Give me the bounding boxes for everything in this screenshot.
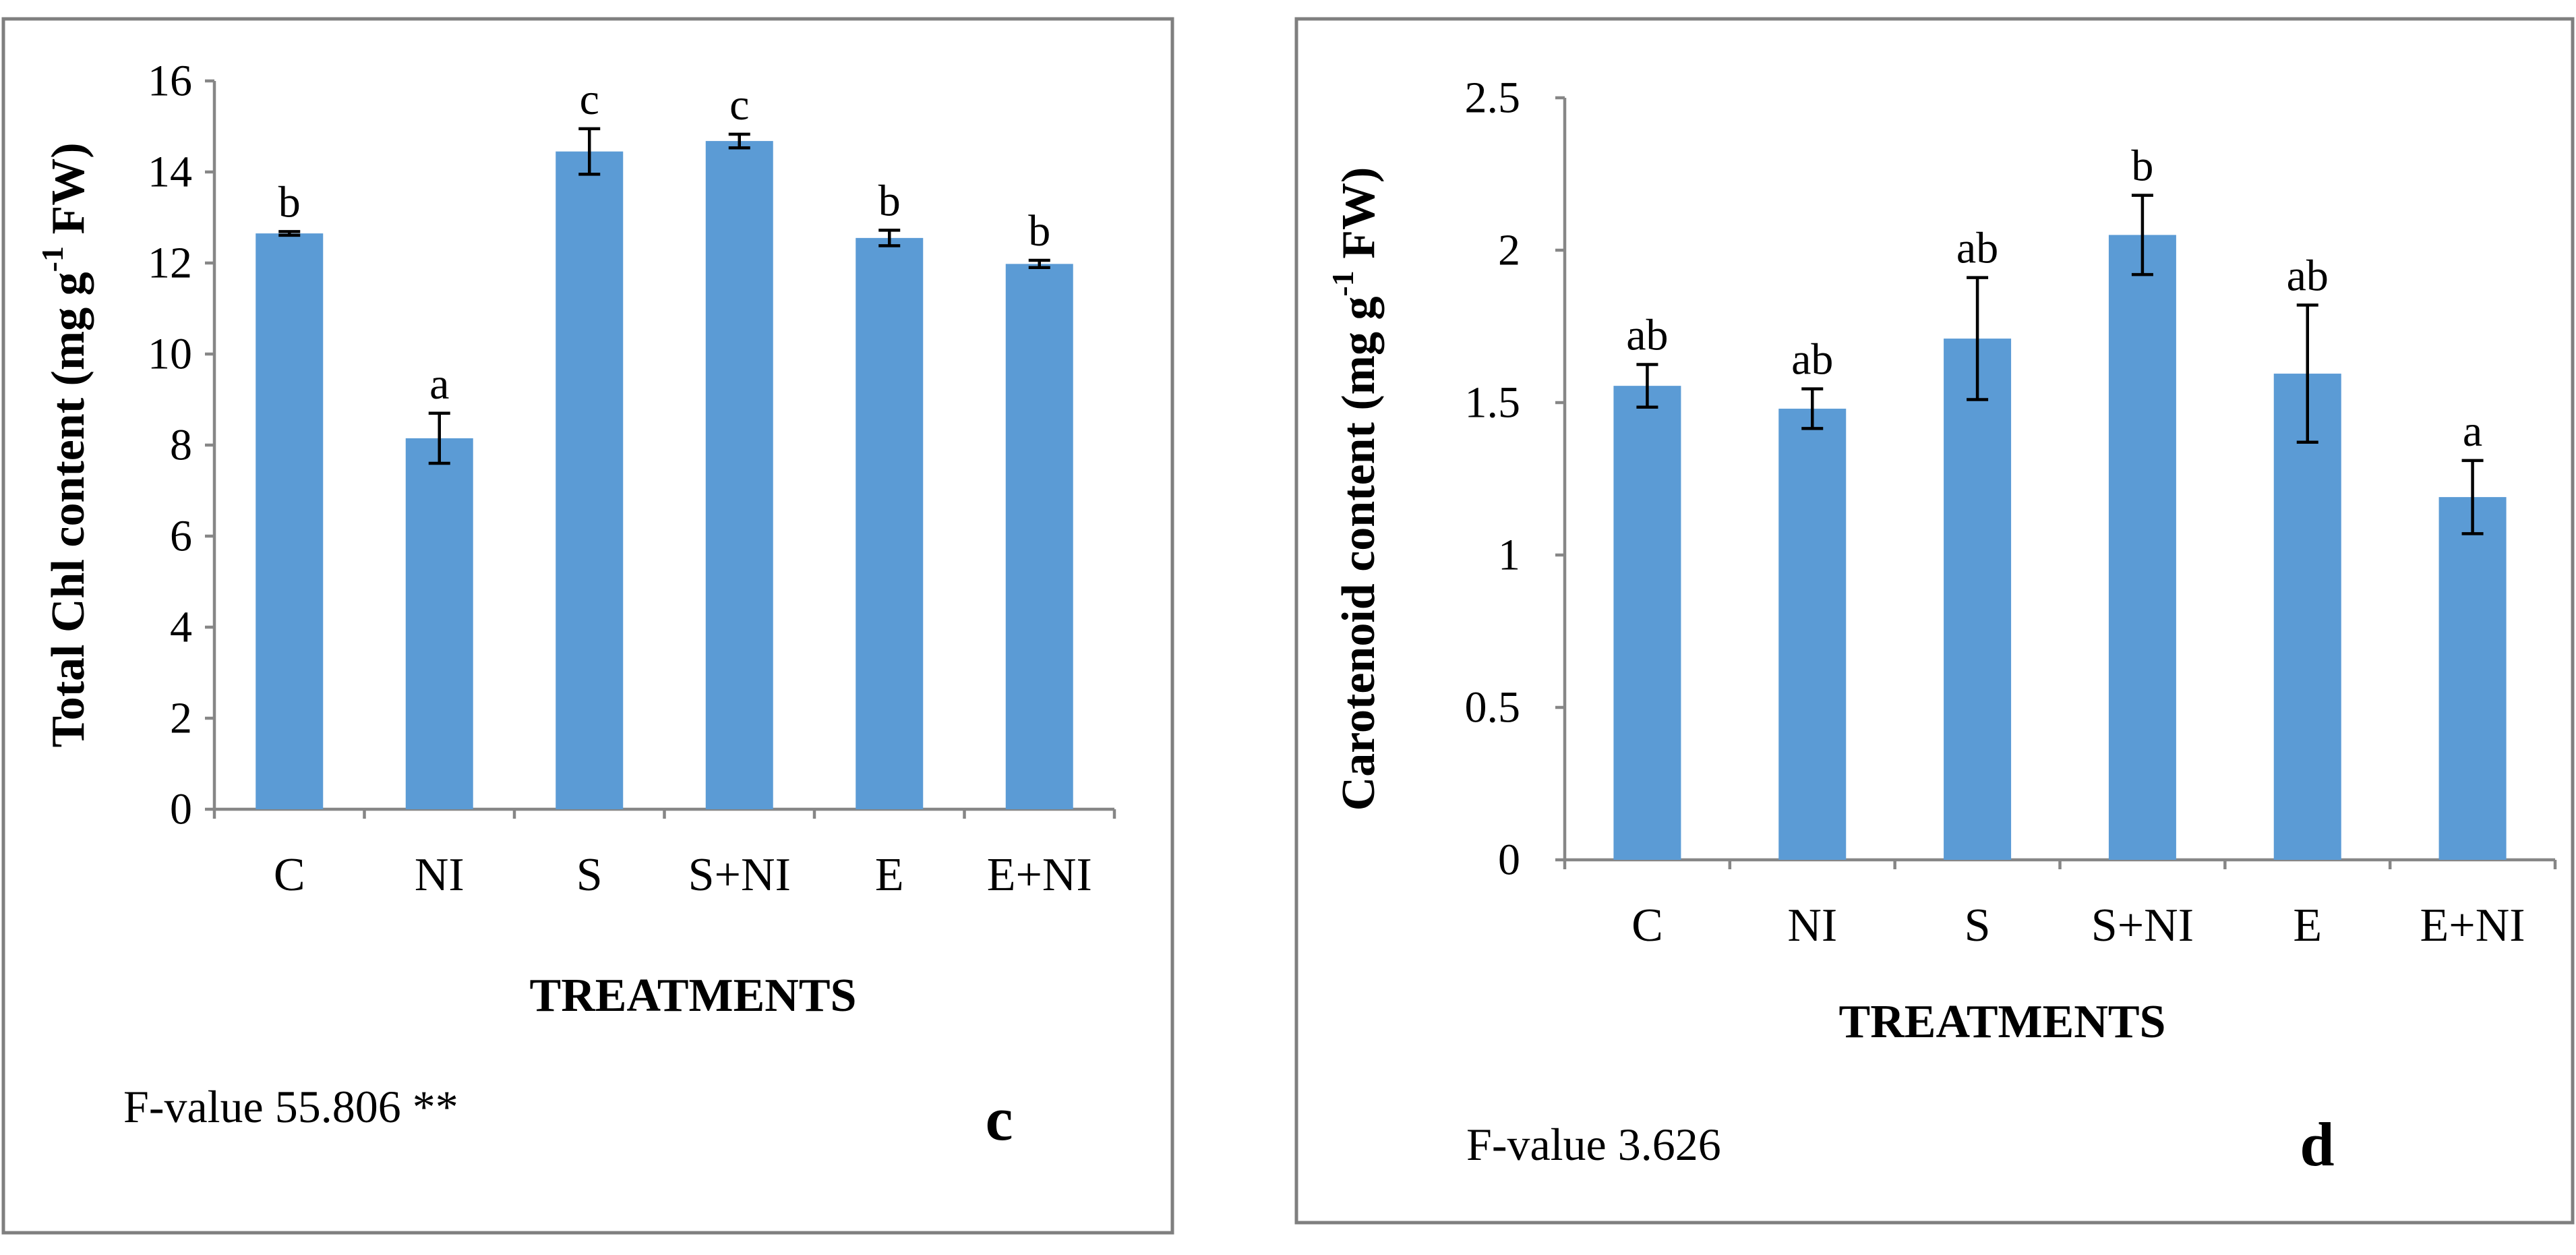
y-tick-label: 0 (170, 785, 192, 834)
error-bar-series (278, 127, 1050, 465)
y-tick-label: 12 (148, 239, 192, 288)
chart-panel-c: 0 2 4 6 8 10 12 14 16 b a c c b b C NI S S+NI E E+NI Total… (1, 17, 1174, 1235)
category-label: C (1631, 900, 1663, 952)
bar (2273, 374, 2341, 860)
bar (2438, 497, 2507, 860)
y-tick-label: 2 (170, 694, 192, 743)
significance-label: c (580, 75, 599, 124)
significance-labels: b a c c b b (278, 75, 1051, 409)
y-axis-label: Total Chl content (mg g-1 FW) (35, 142, 95, 747)
error-bar (1967, 276, 1989, 401)
significance-label: a (429, 359, 449, 409)
significance-label: ab (1791, 335, 1833, 384)
y-axis-label-main: Total Chl content (mg g (42, 272, 94, 747)
y-axis-label-superscript: -1 (1325, 270, 1360, 296)
significance-label: ab (2287, 251, 2329, 300)
category-label: S+NI (688, 849, 791, 901)
y-tick-label: 1.5 (1465, 378, 1521, 428)
y-tick-label: 10 (148, 330, 192, 379)
error-bar (1801, 387, 1824, 430)
error-bar (578, 127, 601, 176)
y-axis-ticks: 0 2 4 6 8 10 12 14 16 (148, 57, 1116, 834)
significance-label: b (2131, 142, 2153, 191)
error-bar (428, 411, 450, 465)
x-axis-label: TREATMENTS (1839, 996, 2166, 1048)
y-tick-label: 0 (1498, 836, 1520, 885)
bar (556, 151, 624, 809)
category-label: E (875, 849, 904, 901)
category-labels: C NI S S+NI E E+NI (1631, 900, 2525, 952)
significance-label: c (729, 80, 749, 129)
panel-letter: c (986, 1084, 1013, 1153)
error-bar (2296, 303, 2318, 444)
significance-label: b (278, 177, 301, 227)
bar (1005, 264, 1073, 810)
error-bar-series (1636, 194, 2484, 535)
bar-series (256, 141, 1073, 810)
y-tick-label: 1 (1498, 531, 1520, 580)
category-label: S (576, 849, 603, 901)
significance-label: a (2463, 407, 2482, 456)
bar (256, 233, 324, 809)
y-axis-label-tail: FW) (1333, 167, 1385, 271)
bar (2108, 235, 2176, 860)
error-bar (728, 132, 750, 150)
y-tick-label: 2 (1498, 226, 1520, 275)
bar (1778, 409, 1847, 860)
category-label: E (2293, 900, 2322, 952)
error-bar (2131, 194, 2153, 276)
y-axis-label: Carotenoid content (mg g-1 FW) (1325, 167, 1385, 811)
y-axis-label-tail: FW) (42, 142, 94, 246)
error-bar (1636, 363, 1658, 409)
error-bar (878, 229, 901, 247)
y-axis-label-main: Carotenoid content (mg g (1333, 297, 1385, 811)
category-labels: C NI S S+NI E E+NI (274, 849, 1092, 901)
category-label: E+NI (2420, 900, 2525, 952)
bar (856, 237, 924, 809)
y-tick-label: 16 (148, 57, 192, 106)
bar (405, 438, 473, 809)
bar (1944, 339, 2012, 860)
category-label: E+NI (987, 849, 1092, 901)
category-label: NI (415, 849, 465, 901)
y-axis-ticks: 0 0.5 1 1.5 2 2.5 (1465, 74, 2557, 885)
significance-label: ab (1626, 311, 1668, 360)
significance-label: ab (1956, 224, 1998, 273)
category-label: NI (1787, 900, 1837, 952)
bar (705, 141, 773, 810)
significance-label: b (878, 176, 901, 225)
chart-panel-d: 0 0.5 1 1.5 2 2.5 ab ab ab b ab a C NI S S+NI E E+NI Ca… (1294, 17, 2575, 1225)
y-tick-label: 4 (170, 603, 192, 652)
error-bar (2461, 459, 2484, 535)
x-axis-label: TREATMENTS (530, 970, 857, 1022)
y-tick-label: 8 (170, 421, 192, 470)
error-bar (278, 230, 301, 237)
significance-labels: ab ab ab b ab a (1626, 142, 2482, 456)
chart-panel-border (1294, 17, 2575, 1225)
panel-letter: d (2300, 1110, 2334, 1179)
y-tick-label: 14 (148, 148, 192, 197)
y-tick-label: 2.5 (1465, 74, 1521, 123)
f-value-text: F-value 3.626 (1466, 1119, 1721, 1170)
category-label: S+NI (2091, 900, 2194, 952)
category-label: C (274, 849, 305, 901)
category-label: S (1965, 900, 1991, 952)
y-tick-label: 6 (170, 512, 192, 561)
bar (1613, 386, 1681, 860)
bar-series (1613, 235, 2507, 860)
error-bar (1028, 258, 1050, 269)
y-tick-label: 0.5 (1465, 683, 1521, 732)
significance-label: b (1028, 206, 1050, 256)
y-axis-label-superscript: -1 (35, 246, 69, 272)
f-value-text: F-value 55.806 ** (123, 1081, 458, 1132)
